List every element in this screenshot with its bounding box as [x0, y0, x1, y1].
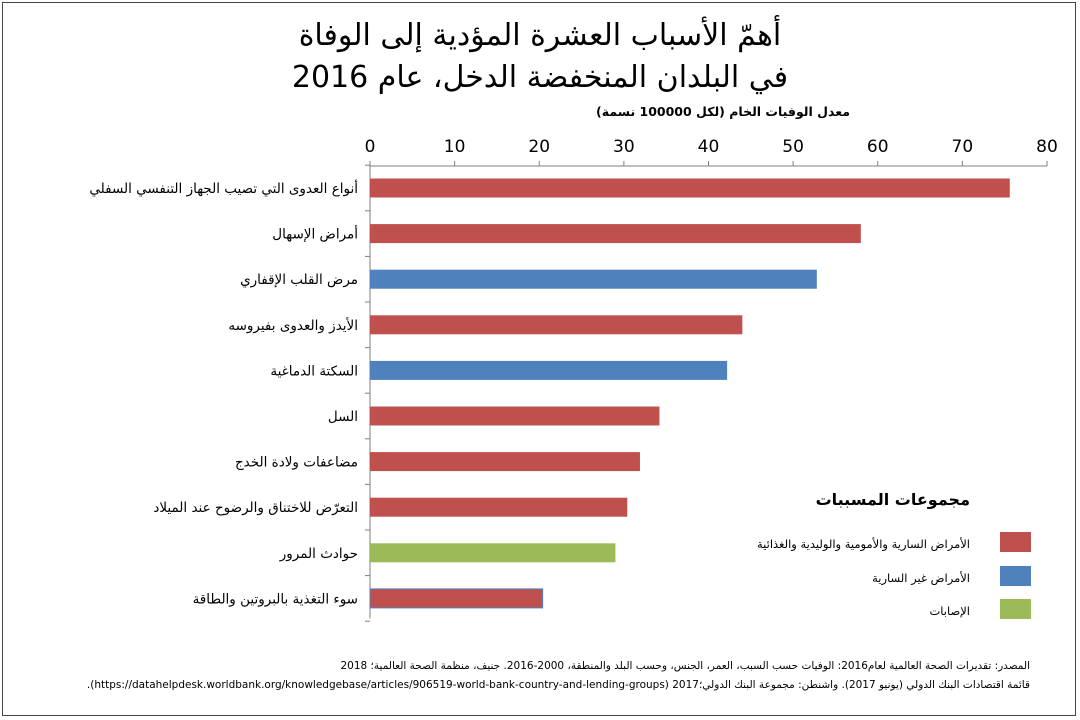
category-label-8: حوادث المرور	[279, 546, 358, 562]
source-note: المصدر: تقديرات الصحة العالمية لعام2016:…	[30, 657, 1030, 695]
bar-7	[370, 497, 628, 517]
category-label-0: أنواع العدوى التي تصيب الجهاز التنفسي ال…	[89, 179, 358, 197]
category-label-1: أمراض الإسهال	[272, 225, 358, 243]
legend-swatch-injuries	[1000, 599, 1031, 619]
bar-3	[370, 315, 743, 335]
bar-5	[370, 406, 660, 426]
legend-label-noncommunicable: الأمراض غير السارية	[872, 571, 970, 585]
legend-label-communicable: الأمراض السارية والأمومية والوليدية والغ…	[756, 537, 970, 551]
bar-6	[370, 452, 640, 472]
x-tick-label-10: 10	[444, 137, 466, 157]
x-tick-label-70: 70	[952, 137, 974, 157]
bar-9	[369, 588, 544, 609]
x-tick-label-50: 50	[782, 137, 804, 157]
legend-swatch-noncommunicable	[1000, 566, 1031, 586]
category-label-6: مضاعفات ولادة الخدج	[235, 455, 358, 471]
x-axis-title: معدل الوفيات الخام (لكل 100000 نسمة)	[596, 104, 850, 119]
bar-1	[370, 224, 861, 244]
bar-2	[370, 269, 817, 289]
legend-swatch-communicable	[1000, 532, 1031, 552]
category-label-5: السل	[328, 409, 358, 425]
bar-8	[370, 543, 616, 563]
x-tick-label-20: 20	[528, 137, 550, 157]
x-tick-label-80: 80	[1036, 137, 1058, 157]
category-label-2: مرض القلب الإقفاري	[240, 272, 358, 288]
legend-label-injuries: الإصابات	[929, 604, 970, 618]
x-tick-label-30: 30	[613, 137, 635, 157]
source-line-2: قائمة اقتصادات البنك الدولي (يونيو 2017)…	[86, 679, 1030, 691]
bar-4	[370, 360, 728, 380]
bar-0	[370, 178, 1010, 198]
bar-chart: 0 10 20 30 40 50 60 70 80 أنواع العدوى التي تصيب …	[89, 137, 1058, 622]
x-tick-label-60: 60	[867, 137, 889, 157]
x-tick-label-0: 0	[365, 137, 376, 157]
source-line-1: المصدر: تقديرات الصحة العالمية لعام2016:…	[340, 660, 1030, 672]
legend-title: مجموعات المسببات	[815, 490, 970, 509]
x-tick-label-40: 40	[698, 137, 720, 157]
category-label-3: الأيدز والعدوى بفيروسه	[228, 317, 358, 334]
category-label-4: السكتة الدماغية	[270, 363, 358, 379]
chart-title-line1: أهمّ الأسباب العشرة المؤدية إلى الوفاة	[298, 18, 782, 53]
category-label-9: سوء التغذية بالبروتين والطاقة	[193, 591, 358, 607]
category-label-7: التعرّض للاختناق والرضوح عند الميلاد	[153, 500, 358, 516]
chart-title-line2: في البلدان المنخفضة الدخل، عام 2016	[291, 60, 789, 95]
